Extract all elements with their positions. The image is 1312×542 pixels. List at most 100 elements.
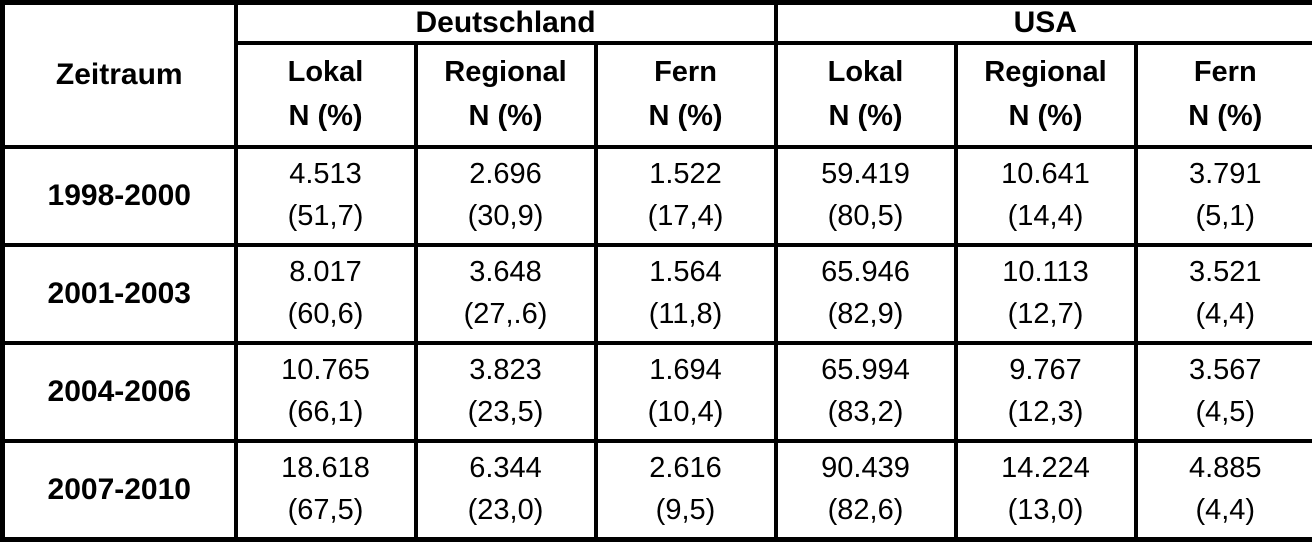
- measure-label: N (%): [958, 101, 1134, 133]
- column-label: Regional: [418, 57, 594, 89]
- cell-usa-regional: 10.113 (12,7): [956, 245, 1136, 343]
- cell-n-value: 6.344: [418, 453, 594, 485]
- cell-de-lokal: 18.618 (67,5): [236, 441, 416, 540]
- column-label: Fern: [1138, 57, 1312, 89]
- measure-label: N (%): [778, 101, 954, 133]
- cell-n-value: 3.521: [1138, 257, 1312, 289]
- cell-pct-value: (14,4): [958, 201, 1134, 233]
- period-label: 1998-2000: [3, 147, 236, 245]
- cell-pct-value: (83,2): [778, 397, 954, 429]
- cell-pct-value: (67,5): [238, 495, 414, 527]
- cell-n-value: 2.696: [418, 159, 594, 191]
- cell-usa-lokal: 59.419 (80,5): [776, 147, 956, 245]
- cell-n-value: 65.994: [778, 355, 954, 387]
- cell-de-fern: 1.564 (11,8): [596, 245, 776, 343]
- cell-de-fern: 2.616 (9,5): [596, 441, 776, 540]
- cell-pct-value: (17,4): [598, 201, 774, 233]
- group-header-row: Zeitraum Deutschland USA: [3, 3, 1312, 43]
- table-row-1998-2000: 1998-2000 4.513 (51,7) 2.696 (30,9) 1.52…: [3, 147, 1312, 245]
- cell-n-value: 18.618: [238, 453, 414, 485]
- cell-n-value: 90.439: [778, 453, 954, 485]
- column-header-de-lokal: Lokal N (%): [236, 43, 416, 147]
- cell-pct-value: (60,6): [238, 299, 414, 331]
- cell-pct-value: (5,1): [1138, 201, 1312, 233]
- cell-de-fern: 1.522 (17,4): [596, 147, 776, 245]
- cell-n-value: 4.513: [238, 159, 414, 191]
- cell-usa-fern: 4.885 (4,4): [1136, 441, 1312, 540]
- cell-pct-value: (4,4): [1138, 299, 1312, 331]
- cell-n-value: 10.113: [958, 257, 1134, 289]
- cell-pct-value: (23,0): [418, 495, 594, 527]
- cell-n-value: 1.564: [598, 257, 774, 289]
- column-header-usa-lokal: Lokal N (%): [776, 43, 956, 147]
- cell-n-value: 2.616: [598, 453, 774, 485]
- column-label: Lokal: [778, 57, 954, 89]
- measure-label: N (%): [418, 101, 594, 133]
- cell-usa-fern: 3.567 (4,5): [1136, 343, 1312, 441]
- cell-pct-value: (82,6): [778, 495, 954, 527]
- cell-usa-regional: 9.767 (12,3): [956, 343, 1136, 441]
- cell-n-value: 3.567: [1138, 355, 1312, 387]
- cell-pct-value: (51,7): [238, 201, 414, 233]
- cell-de-regional: 3.823 (23,5): [416, 343, 596, 441]
- cell-pct-value: (66,1): [238, 397, 414, 429]
- cell-usa-lokal: 65.946 (82,9): [776, 245, 956, 343]
- cell-pct-value: (23,5): [418, 397, 594, 429]
- corner-zeitraum-label: Zeitraum: [3, 3, 236, 147]
- cell-de-lokal: 10.765 (66,1): [236, 343, 416, 441]
- cell-n-value: 1.522: [598, 159, 774, 191]
- cell-pct-value: (4,4): [1138, 495, 1312, 527]
- cell-pct-value: (9,5): [598, 495, 774, 527]
- table-row-2004-2006: 2004-2006 10.765 (66,1) 3.823 (23,5) 1.6…: [3, 343, 1312, 441]
- cell-pct-value: (12,7): [958, 299, 1134, 331]
- cell-usa-regional: 14.224 (13,0): [956, 441, 1136, 540]
- cell-n-value: 59.419: [778, 159, 954, 191]
- column-header-de-fern: Fern N (%): [596, 43, 776, 147]
- cell-de-regional: 2.696 (30,9): [416, 147, 596, 245]
- table-row-2007-2010: 2007-2010 18.618 (67,5) 6.344 (23,0) 2.6…: [3, 441, 1312, 540]
- cell-usa-regional: 10.641 (14,4): [956, 147, 1136, 245]
- cell-pct-value: (27,.6): [418, 299, 594, 331]
- cell-n-value: 10.641: [958, 159, 1134, 191]
- cell-usa-fern: 3.521 (4,4): [1136, 245, 1312, 343]
- cell-pct-value: (4,5): [1138, 397, 1312, 429]
- cell-pct-value: (10,4): [598, 397, 774, 429]
- cell-pct-value: (82,9): [778, 299, 954, 331]
- cell-n-value: 1.694: [598, 355, 774, 387]
- cell-usa-lokal: 90.439 (82,6): [776, 441, 956, 540]
- cell-pct-value: (11,8): [598, 299, 774, 331]
- cell-usa-fern: 3.791 (5,1): [1136, 147, 1312, 245]
- column-label: Lokal: [238, 57, 414, 89]
- cell-de-lokal: 8.017 (60,6): [236, 245, 416, 343]
- cell-pct-value: (30,9): [418, 201, 594, 233]
- period-label: 2007-2010: [3, 441, 236, 540]
- period-label: 2004-2006: [3, 343, 236, 441]
- group-header-deutschland: Deutschland: [236, 3, 776, 43]
- period-label: 2001-2003: [3, 245, 236, 343]
- cell-n-value: 9.767: [958, 355, 1134, 387]
- cell-pct-value: (80,5): [778, 201, 954, 233]
- cell-pct-value: (13,0): [958, 495, 1134, 527]
- column-header-usa-fern: Fern N (%): [1136, 43, 1312, 147]
- cell-n-value: 3.823: [418, 355, 594, 387]
- cell-pct-value: (12,3): [958, 397, 1134, 429]
- cell-de-lokal: 4.513 (51,7): [236, 147, 416, 245]
- cell-n-value: 14.224: [958, 453, 1134, 485]
- column-header-usa-regional: Regional N (%): [956, 43, 1136, 147]
- cell-n-value: 3.648: [418, 257, 594, 289]
- cell-de-regional: 6.344 (23,0): [416, 441, 596, 540]
- cell-n-value: 3.791: [1138, 159, 1312, 191]
- table-row-2001-2003: 2001-2003 8.017 (60,6) 3.648 (27,.6) 1.5…: [3, 245, 1312, 343]
- cell-n-value: 4.885: [1138, 453, 1312, 485]
- cell-n-value: 10.765: [238, 355, 414, 387]
- column-header-de-regional: Regional N (%): [416, 43, 596, 147]
- measure-label: N (%): [1138, 101, 1312, 133]
- measure-label: N (%): [238, 101, 414, 133]
- cell-de-regional: 3.648 (27,.6): [416, 245, 596, 343]
- column-label: Regional: [958, 57, 1134, 89]
- cell-n-value: 65.946: [778, 257, 954, 289]
- cell-usa-lokal: 65.994 (83,2): [776, 343, 956, 441]
- cell-de-fern: 1.694 (10,4): [596, 343, 776, 441]
- group-header-usa: USA: [776, 3, 1312, 43]
